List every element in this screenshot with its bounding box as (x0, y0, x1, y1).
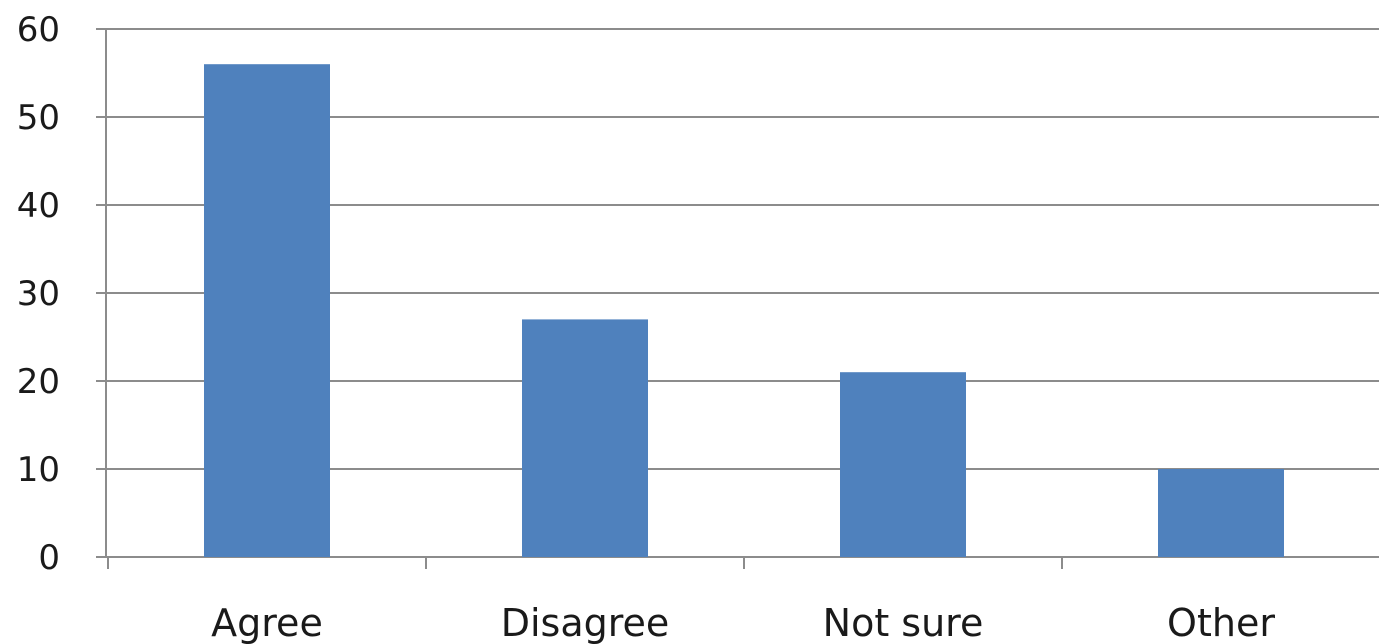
bar-other (1158, 469, 1284, 557)
y-tick-label: 60 (17, 10, 60, 50)
x-category-labels: Agree Disagree Not sure Other (211, 601, 1275, 644)
y-tick-label: 40 (17, 186, 60, 226)
bar-not-sure (840, 372, 966, 557)
x-category-label: Not sure (823, 601, 984, 644)
x-category-label: Other (1167, 601, 1275, 644)
bar-disagree (522, 319, 648, 557)
y-tick-label: 50 (17, 98, 60, 138)
bars (204, 64, 1284, 557)
y-tick-label: 0 (38, 538, 60, 578)
x-category-label: Disagree (501, 601, 670, 644)
y-tick-labels: 0 10 20 30 40 50 60 (17, 10, 60, 578)
y-tick-label: 10 (17, 450, 60, 490)
y-tick-label: 30 (17, 274, 60, 314)
x-category-label: Agree (211, 601, 323, 644)
bar-agree (204, 64, 330, 557)
y-tick-label: 20 (17, 362, 60, 402)
